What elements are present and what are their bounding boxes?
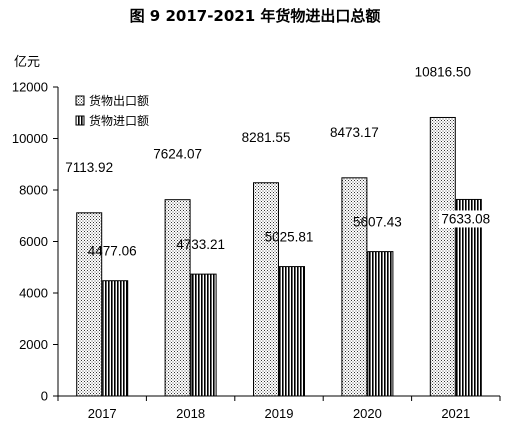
data-label-export: 7624.07 xyxy=(153,147,202,162)
y-tick-label: 12000 xyxy=(12,80,48,95)
data-label-export: 10816.50 xyxy=(415,64,471,79)
data-label-export: 8281.55 xyxy=(242,130,291,145)
bar-import xyxy=(279,266,305,397)
bar-import xyxy=(455,198,482,397)
chart-title: 图 9 2017-2021 年货物进出口总额 xyxy=(130,7,381,25)
legend-label: 货物进口额 xyxy=(89,113,149,128)
data-label-export: 8473.17 xyxy=(330,125,379,140)
y-tick-label: 4000 xyxy=(19,286,48,301)
legend-swatch xyxy=(75,95,85,106)
bar-export xyxy=(76,212,103,397)
data-label-export: 7113.92 xyxy=(65,160,113,175)
y-tick-label: 8000 xyxy=(19,183,48,198)
bar-import xyxy=(190,273,217,397)
bars xyxy=(76,116,482,397)
bar-export xyxy=(429,116,456,397)
x-tick-label: 2017 xyxy=(88,406,117,421)
y-tick-label: 2000 xyxy=(19,337,48,352)
bar-export xyxy=(341,177,368,397)
bar-export xyxy=(253,182,279,397)
data-labels: 7113.92 4477.06 7624.07 4733.21 8281.55 5025.… xyxy=(65,64,493,259)
data-label-import: 4733.21 xyxy=(176,237,225,252)
data-label-import: 5025.81 xyxy=(265,230,314,245)
legend-swatch xyxy=(75,115,85,126)
axes: 0 2000 4000 6000 8000 10000 12000 2017 2018 2019 2… xyxy=(12,80,501,421)
data-label-import: 5607.43 xyxy=(353,215,402,230)
bar-import xyxy=(102,280,129,397)
y-axis-unit: 亿元 xyxy=(14,55,40,70)
y-tick-label: 0 xyxy=(41,389,48,404)
x-tick-label: 2021 xyxy=(441,406,470,421)
legend-label: 货物出口额 xyxy=(89,93,149,108)
data-label-background xyxy=(438,210,493,228)
x-tick-label: 2020 xyxy=(353,406,382,421)
y-tick-label: 6000 xyxy=(19,234,48,249)
x-tick-label: 2018 xyxy=(176,406,205,421)
data-label-import: 4477.06 xyxy=(88,244,137,259)
y-tick-label: 10000 xyxy=(12,131,48,146)
bar-import xyxy=(367,251,394,397)
bar-export xyxy=(164,199,191,397)
x-tick-label: 2019 xyxy=(265,406,294,421)
data-label-import: 7633.08 xyxy=(441,211,490,226)
